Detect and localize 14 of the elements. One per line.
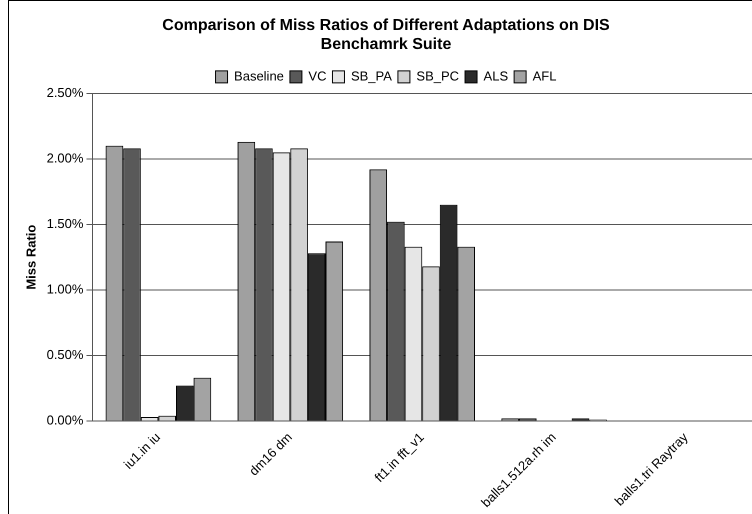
chart-title: Comparison of Miss Ratios of Different Adaptations on DIS Benchamrk Suite [162,17,610,54]
legend-label: SB_PC [416,68,460,84]
legend-label: AFL [532,68,556,84]
legend-label: ALS [484,68,508,84]
y-tick-label: 0.00% [46,412,84,428]
y-tick-label: 2.00% [46,150,84,166]
y-tick-label: 2.50% [46,84,84,100]
legend-label: VC [308,68,326,84]
y-tick-label: 1.00% [46,282,84,297]
y-tick-label: 1.50% [46,216,84,232]
legend-label: SB_PA [350,68,392,84]
y-tick-label: 0.50% [46,347,84,362]
legend-label: Baseline [234,68,284,84]
y-axis-title: Miss Ratio [23,224,38,290]
